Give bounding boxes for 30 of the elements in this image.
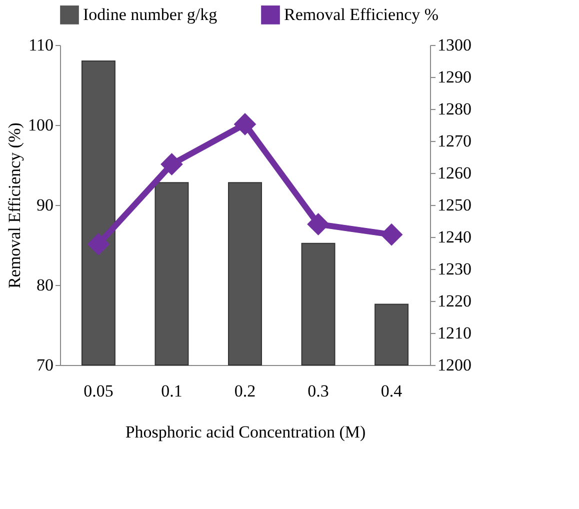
y-tick-label: 90 (36, 196, 54, 214)
x-tick-label: 0.2 (234, 382, 256, 400)
y2-tick-label: 1280 (438, 100, 472, 118)
y-tick-label: 100 (28, 116, 54, 134)
point (380, 223, 403, 246)
y2-tick-label: 1200 (438, 356, 472, 374)
legend-label: Removal Efficiency % (284, 4, 439, 24)
y2-tick-label: 1230 (438, 260, 472, 278)
legend-label: Iodine number g/kg (83, 4, 218, 24)
y-tick-label: 110 (28, 36, 54, 54)
y2-tick-label: 1270 (438, 132, 472, 150)
x-tick-label: 0.3 (308, 382, 329, 400)
point (87, 233, 110, 256)
y-tick-label: 80 (36, 276, 54, 294)
y2-tick-label: 1260 (438, 164, 472, 182)
point (307, 213, 330, 236)
point (160, 153, 183, 176)
x-tick-label: 0.4 (380, 382, 403, 400)
point (234, 113, 256, 136)
x-axis-title: Phosphoric acid Concentration (M) (125, 422, 366, 442)
x-tick-label: 0.1 (161, 382, 182, 400)
y2-tick-label: 1290 (438, 68, 472, 86)
x-tick-label: 0.05 (84, 382, 114, 400)
y2-tick-label: 1220 (438, 292, 472, 310)
y2-tick-label: 1240 (438, 228, 472, 246)
y2-tick-label: 1210 (438, 324, 472, 342)
y-axis-title: Removal Efficiency (%) (5, 122, 24, 288)
y-tick-label: 70 (36, 356, 54, 374)
y2-tick-label: 1300 (438, 36, 472, 54)
y2-tick-label: 1250 (438, 196, 472, 214)
